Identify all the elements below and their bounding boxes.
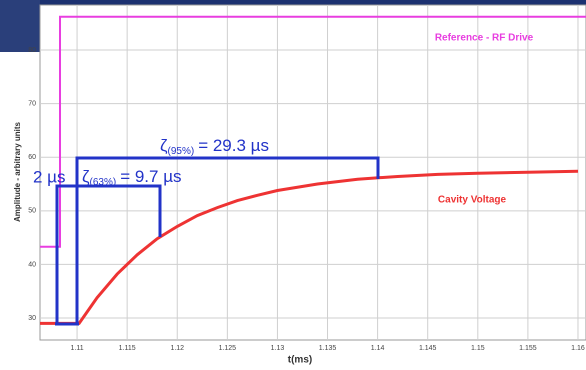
x-axis-label: t(ms) <box>288 355 312 366</box>
annotation-95: ζ(95%) = 29.3 µs <box>160 136 269 156</box>
x-tick-label: 1.13 <box>271 345 285 352</box>
y-tick-label: 60 <box>28 154 36 161</box>
value: = 29.3 µs <box>198 136 269 155</box>
series-label: Cavity Voltage <box>438 195 507 206</box>
y-tick-label: 50 <box>28 208 36 215</box>
bracket-95 <box>75 156 380 325</box>
x-tick-label: 1.155 <box>519 345 537 352</box>
symbol: ζ <box>160 136 168 155</box>
data-line <box>40 15 586 248</box>
y-tick-label: 70 <box>28 100 36 107</box>
subscript: (95%) <box>168 146 195 157</box>
y-tick-label: 80 <box>28 47 36 54</box>
bracket-2us <box>55 184 77 325</box>
y-axis-label: Amplitude - arbitrary units <box>13 121 22 222</box>
x-tick-label: 1.135 <box>319 345 337 352</box>
y-tick-label: 30 <box>28 315 36 322</box>
x-tick-label: 1.115 <box>119 345 136 352</box>
series <box>40 15 586 325</box>
data-line <box>40 169 579 325</box>
x-tick-label: 1.14 <box>371 345 385 352</box>
value: = 9.7 µs <box>120 167 181 186</box>
brackets <box>55 156 380 326</box>
x-tick-label: 1.11 <box>71 345 84 352</box>
x-tick-label: 1.125 <box>219 345 237 352</box>
bracket-63 <box>77 184 162 237</box>
corner-image <box>0 0 40 52</box>
annotation-63: ζ(63%) = 9.7 µs <box>82 167 182 187</box>
x-tick-label: 1.15 <box>471 345 485 352</box>
annotation-2us: 2 µs <box>33 167 65 186</box>
y-tick-label: 40 <box>28 261 36 268</box>
symbol: ζ <box>82 167 90 186</box>
x-tick-label: 1.16 <box>571 345 585 352</box>
series-label: Reference - RF Drive <box>435 33 534 44</box>
x-tick-label: 1.12 <box>170 345 184 352</box>
subscript: (63%) <box>90 177 117 188</box>
header-strip <box>0 0 586 5</box>
x-tick-label: 1.145 <box>419 345 437 352</box>
